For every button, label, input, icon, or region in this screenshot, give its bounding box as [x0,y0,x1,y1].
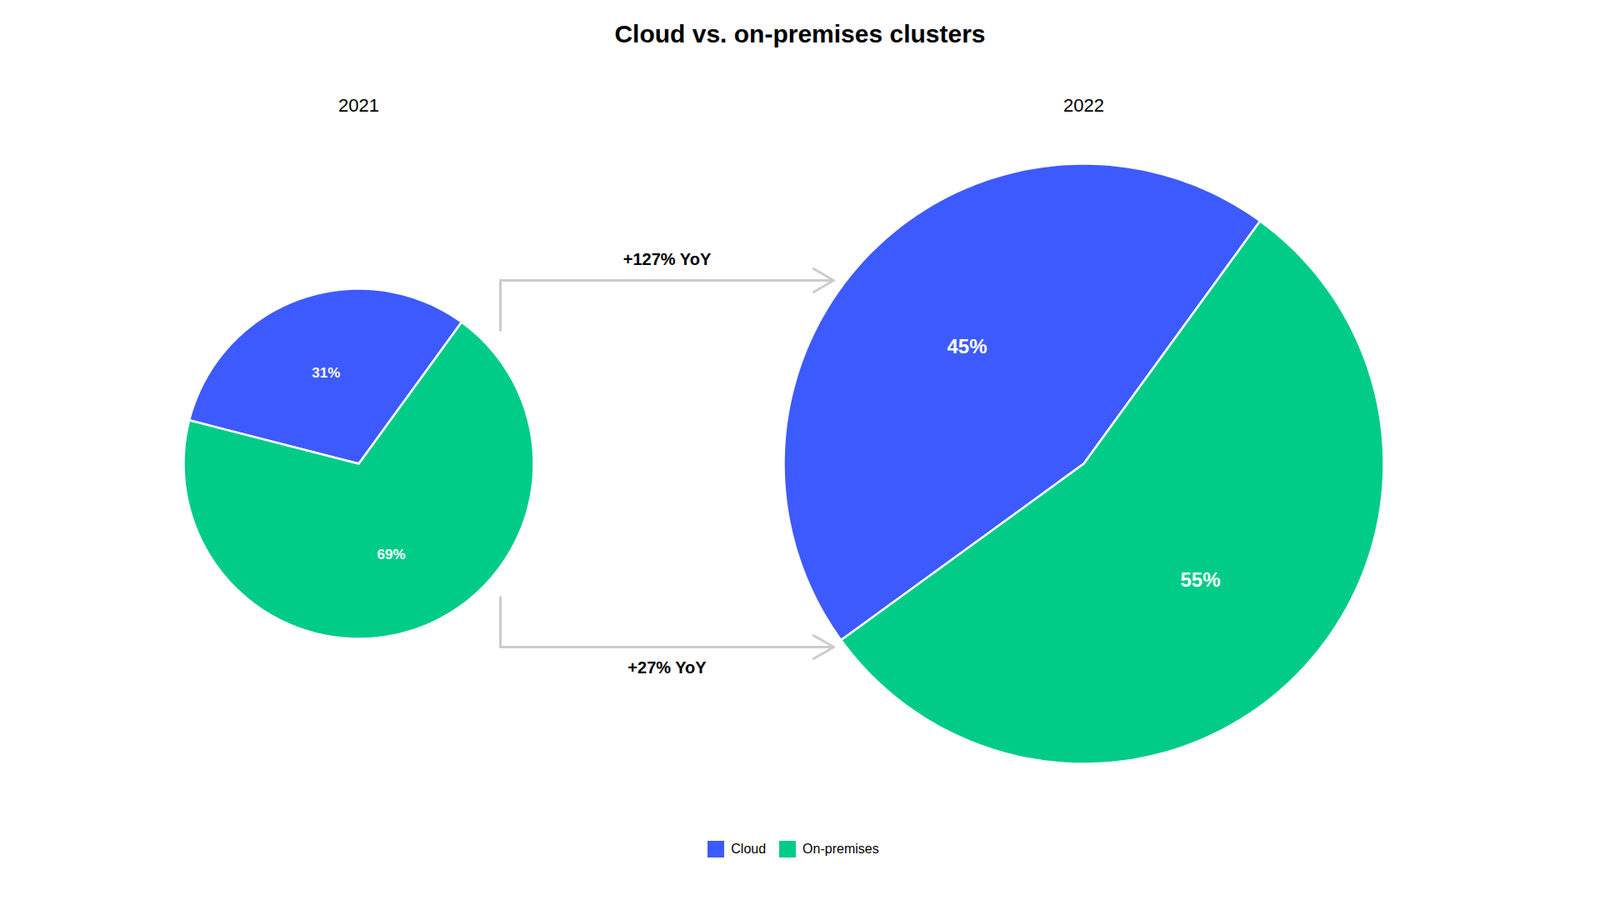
svg-text:55%: 55% [1180,568,1220,591]
svg-text:2022: 2022 [1063,95,1105,116]
svg-text:+27% YoY: +27% YoY [627,658,707,677]
html-text:Cloud vs. on-premises clusters: Cloud vs. on-premises clusters [614,20,986,48]
html-text:Cloud: Cloud [731,841,766,856]
svg-text:2021: 2021 [338,95,380,116]
html-text:On-premises: On-premises [802,841,879,856]
svg-text:69%: 69% [377,546,406,563]
svg-text:+127% YoY: +127% YoY [623,250,712,269]
svg-text:31%: 31% [311,365,340,381]
svg-text:45%: 45% [946,335,987,358]
